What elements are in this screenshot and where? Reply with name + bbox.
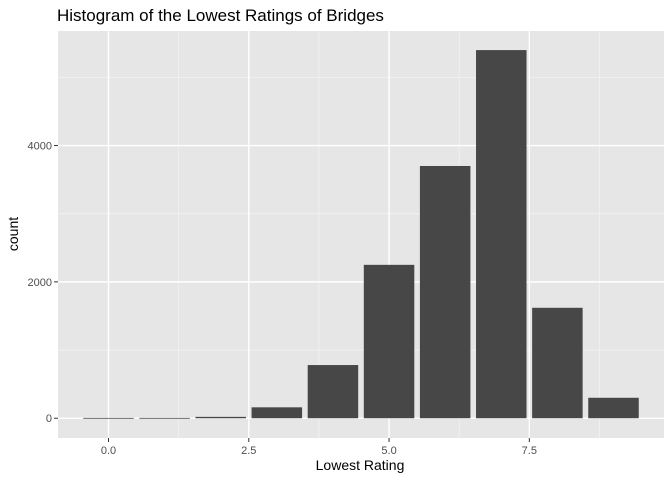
bar [251, 407, 303, 419]
bar [139, 417, 190, 419]
bar [419, 165, 471, 419]
y-tick-label: 4000 [28, 141, 52, 153]
bar [195, 416, 246, 419]
bar [83, 417, 134, 419]
x-axis-title: Lowest Rating [316, 457, 405, 473]
bar [532, 307, 583, 419]
bar [476, 50, 527, 419]
bar [363, 264, 415, 419]
x-axis: 0.0 2.5 5.0 7.5 [101, 438, 537, 457]
x-tick-label: 0.0 [101, 445, 116, 457]
x-tick-label: 2.5 [241, 445, 256, 457]
x-tick-label: 7.5 [522, 445, 537, 457]
x-tick-label: 5.0 [381, 445, 396, 457]
y-tick-label: 0 [46, 413, 52, 425]
bar [307, 365, 359, 419]
bars [83, 50, 639, 419]
chart-title: Histogram of the Lowest Ratings of Bridg… [57, 6, 384, 25]
y-axis-title: count [5, 217, 21, 251]
y-axis: 0 2000 4000 [28, 141, 58, 425]
y-tick-label: 2000 [28, 277, 52, 289]
bar [588, 397, 639, 419]
